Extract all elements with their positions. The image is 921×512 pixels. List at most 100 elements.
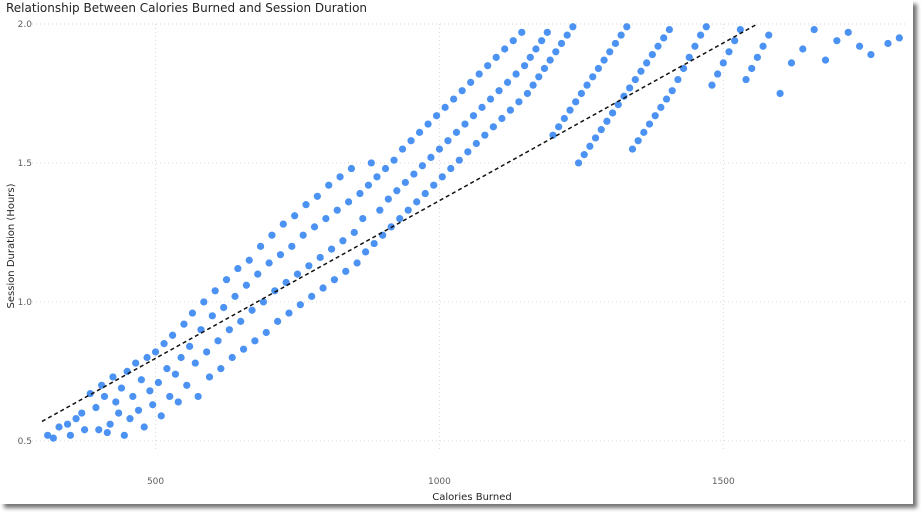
data-point xyxy=(217,365,225,373)
trendline xyxy=(41,23,758,423)
data-point xyxy=(648,50,656,59)
data-point xyxy=(501,45,509,53)
data-point xyxy=(787,59,796,67)
data-point xyxy=(628,145,637,153)
data-point xyxy=(177,353,185,362)
data-point xyxy=(123,367,131,376)
data-point xyxy=(55,423,63,431)
x-tick-label: 1000 xyxy=(428,477,451,487)
points-layer xyxy=(44,23,903,442)
data-point xyxy=(268,231,276,239)
data-point xyxy=(106,420,114,428)
data-point xyxy=(194,392,202,401)
data-point xyxy=(438,173,446,181)
data-point xyxy=(149,401,157,409)
y-axis-title: Session Duration (Hours) xyxy=(6,183,17,308)
data-point xyxy=(609,109,617,117)
data-point xyxy=(606,48,614,56)
data-point xyxy=(560,114,568,123)
data-point xyxy=(205,373,214,381)
data-point xyxy=(691,42,699,50)
data-point xyxy=(538,37,546,45)
data-point xyxy=(884,39,892,48)
data-point xyxy=(776,89,784,98)
data-point xyxy=(523,89,532,98)
data-point xyxy=(535,73,543,81)
data-point xyxy=(580,151,588,159)
data-point xyxy=(702,23,710,31)
data-point xyxy=(327,245,336,253)
y-tick-label: 1.0 xyxy=(18,298,33,308)
data-point xyxy=(472,139,480,148)
data-point xyxy=(520,62,529,70)
data-point xyxy=(373,173,381,181)
data-point xyxy=(427,153,435,162)
y-tick-label: 1.5 xyxy=(18,159,32,169)
data-point xyxy=(168,331,177,339)
x-axis-title: Calories Burned xyxy=(432,492,511,503)
data-point xyxy=(285,309,293,317)
data-point xyxy=(674,75,682,84)
data-point xyxy=(103,428,111,437)
data-point xyxy=(603,117,611,125)
data-point xyxy=(552,48,560,56)
data-point xyxy=(222,276,231,284)
data-point xyxy=(92,403,100,412)
data-point xyxy=(651,112,659,120)
data-point xyxy=(855,42,864,50)
data-point xyxy=(367,159,375,167)
data-point xyxy=(214,337,222,345)
data-point xyxy=(265,259,273,267)
data-point xyxy=(512,70,520,78)
data-point xyxy=(364,181,373,189)
data-point xyxy=(322,214,330,223)
data-point xyxy=(518,28,526,36)
data-point xyxy=(557,39,566,48)
data-point xyxy=(78,409,86,417)
data-point xyxy=(401,178,409,187)
data-point xyxy=(529,81,537,89)
data-point xyxy=(239,345,248,353)
data-point xyxy=(736,25,744,34)
data-point xyxy=(191,359,199,367)
data-point xyxy=(302,201,310,209)
data-point xyxy=(384,195,392,203)
data-point xyxy=(350,228,358,237)
data-point xyxy=(461,120,469,128)
data-point xyxy=(132,359,140,367)
data-point xyxy=(668,87,676,95)
data-point xyxy=(444,137,452,145)
y-tick-label: 0.5 xyxy=(18,437,32,447)
data-point xyxy=(404,206,412,214)
data-point xyxy=(49,434,57,442)
data-point xyxy=(293,270,302,278)
chart-title: Relationship Between Calories Burned and… xyxy=(6,1,368,15)
data-point xyxy=(308,292,316,300)
data-point xyxy=(115,409,123,417)
data-point xyxy=(299,231,307,239)
data-point xyxy=(356,189,364,198)
data-point xyxy=(515,98,523,106)
data-point xyxy=(80,426,89,434)
data-point xyxy=(208,312,216,320)
data-point xyxy=(398,145,407,153)
data-point xyxy=(237,317,245,325)
data-point xyxy=(66,431,74,439)
data-point xyxy=(319,284,327,292)
data-point xyxy=(435,145,444,153)
data-point xyxy=(594,64,603,73)
data-point xyxy=(248,306,256,314)
data-point xyxy=(120,431,128,439)
data-point xyxy=(347,164,356,173)
data-point xyxy=(574,159,583,167)
data-point xyxy=(617,31,625,39)
data-point xyxy=(291,212,299,220)
data-point xyxy=(415,128,424,136)
data-point xyxy=(313,192,321,200)
data-point xyxy=(418,162,427,170)
data-point xyxy=(203,348,211,356)
data-point xyxy=(396,214,404,223)
data-point xyxy=(200,298,208,306)
data-point xyxy=(163,365,171,373)
